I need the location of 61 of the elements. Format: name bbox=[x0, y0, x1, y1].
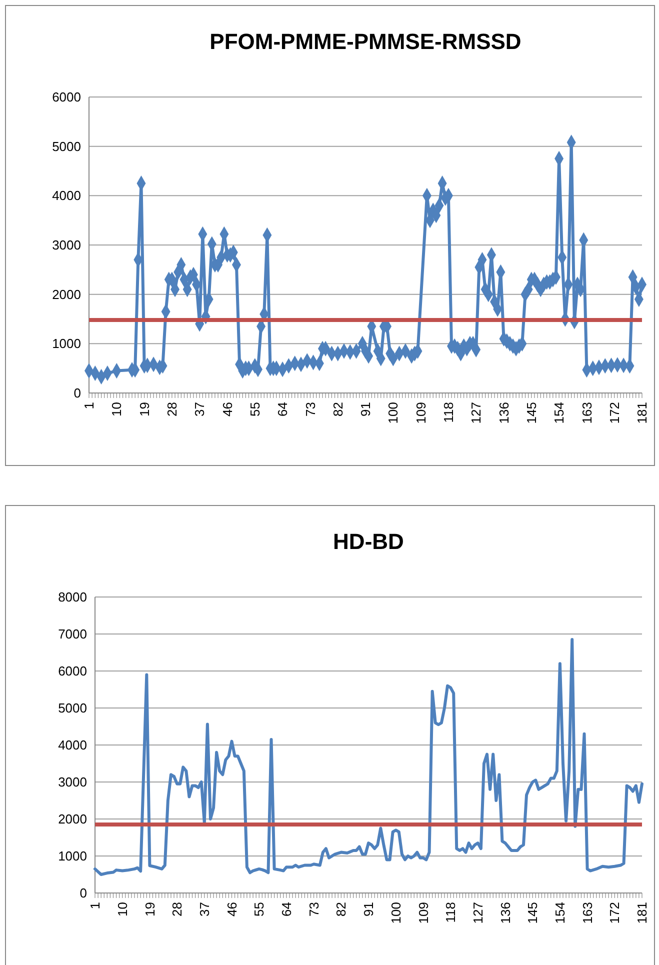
x-tick-label: 181 bbox=[634, 902, 650, 924]
x-tick-label: 1 bbox=[82, 402, 97, 410]
x-tick-label: 100 bbox=[388, 902, 404, 924]
x-tick-label: 91 bbox=[358, 402, 374, 416]
y-tick-label: 5000 bbox=[52, 138, 81, 154]
x-tick-label: 46 bbox=[224, 902, 240, 916]
x-tick-label: 10 bbox=[114, 902, 130, 916]
x-tick-label: 28 bbox=[164, 402, 180, 416]
x-tick-label: 73 bbox=[306, 902, 322, 916]
y-tick-label: 0 bbox=[80, 886, 87, 901]
x-tick-label: 82 bbox=[330, 402, 346, 416]
x-tick-label: 109 bbox=[416, 902, 431, 924]
x-tick-label: 55 bbox=[252, 902, 267, 916]
x-tick-label: 127 bbox=[470, 902, 486, 924]
x-tick-label: 172 bbox=[606, 402, 622, 424]
x-tick-label: 118 bbox=[441, 402, 456, 423]
x-tick-label: 64 bbox=[275, 402, 290, 416]
x-tick-label: 136 bbox=[498, 902, 513, 924]
x-tick-label: 55 bbox=[247, 402, 262, 416]
y-tick-label: 2000 bbox=[52, 286, 81, 302]
x-tick-label: 163 bbox=[580, 902, 595, 924]
x-tick-label: 64 bbox=[279, 902, 294, 916]
x-tick-label: 145 bbox=[524, 402, 539, 424]
x-tick-label: 19 bbox=[142, 902, 158, 916]
x-tick-label: 28 bbox=[170, 902, 185, 916]
y-tick-label: 6000 bbox=[52, 90, 81, 105]
y-tick-label: 7000 bbox=[58, 626, 87, 642]
x-tick-label: 1 bbox=[88, 902, 103, 910]
x-tick-label: 100 bbox=[386, 402, 401, 424]
x-tick-label: 172 bbox=[607, 902, 622, 924]
x-tick-label: 118 bbox=[443, 902, 458, 923]
x-tick-label: 145 bbox=[525, 902, 540, 924]
y-tick-label: 2000 bbox=[58, 812, 87, 827]
x-tick-label: 73 bbox=[302, 402, 318, 416]
x-tick-label: 37 bbox=[196, 902, 212, 916]
x-tick-label: 82 bbox=[334, 902, 349, 916]
x-tick-label: 46 bbox=[220, 402, 235, 416]
x-tick-label: 154 bbox=[552, 402, 567, 424]
y-tick-label: 5000 bbox=[58, 700, 87, 716]
x-tick-label: 127 bbox=[468, 402, 484, 424]
x-tick-label: 10 bbox=[109, 402, 124, 416]
x-tick-label: 163 bbox=[579, 402, 594, 424]
y-tick-label: 3000 bbox=[58, 774, 87, 790]
chart-title: HD-BD bbox=[333, 529, 404, 554]
y-tick-label: 8000 bbox=[58, 590, 87, 605]
x-tick-label: 181 bbox=[634, 402, 650, 424]
x-tick-label: 109 bbox=[413, 402, 428, 424]
y-tick-label: 1000 bbox=[52, 336, 81, 352]
y-tick-label: 4000 bbox=[52, 188, 81, 204]
x-tick-label: 154 bbox=[552, 902, 568, 924]
y-tick-label: 6000 bbox=[58, 664, 87, 679]
y-tick-label: 4000 bbox=[58, 738, 87, 753]
chart-title: PFOM-PMME-PMMSE-RMSSD bbox=[210, 29, 522, 54]
y-tick-label: 3000 bbox=[52, 238, 81, 253]
y-tick-label: 0 bbox=[74, 386, 81, 401]
x-tick-label: 91 bbox=[361, 902, 376, 916]
y-tick-label: 1000 bbox=[58, 848, 87, 864]
x-tick-label: 19 bbox=[136, 402, 152, 416]
x-tick-label: 136 bbox=[496, 402, 512, 424]
x-tick-label: 37 bbox=[192, 402, 208, 416]
line-series bbox=[94, 638, 644, 876]
